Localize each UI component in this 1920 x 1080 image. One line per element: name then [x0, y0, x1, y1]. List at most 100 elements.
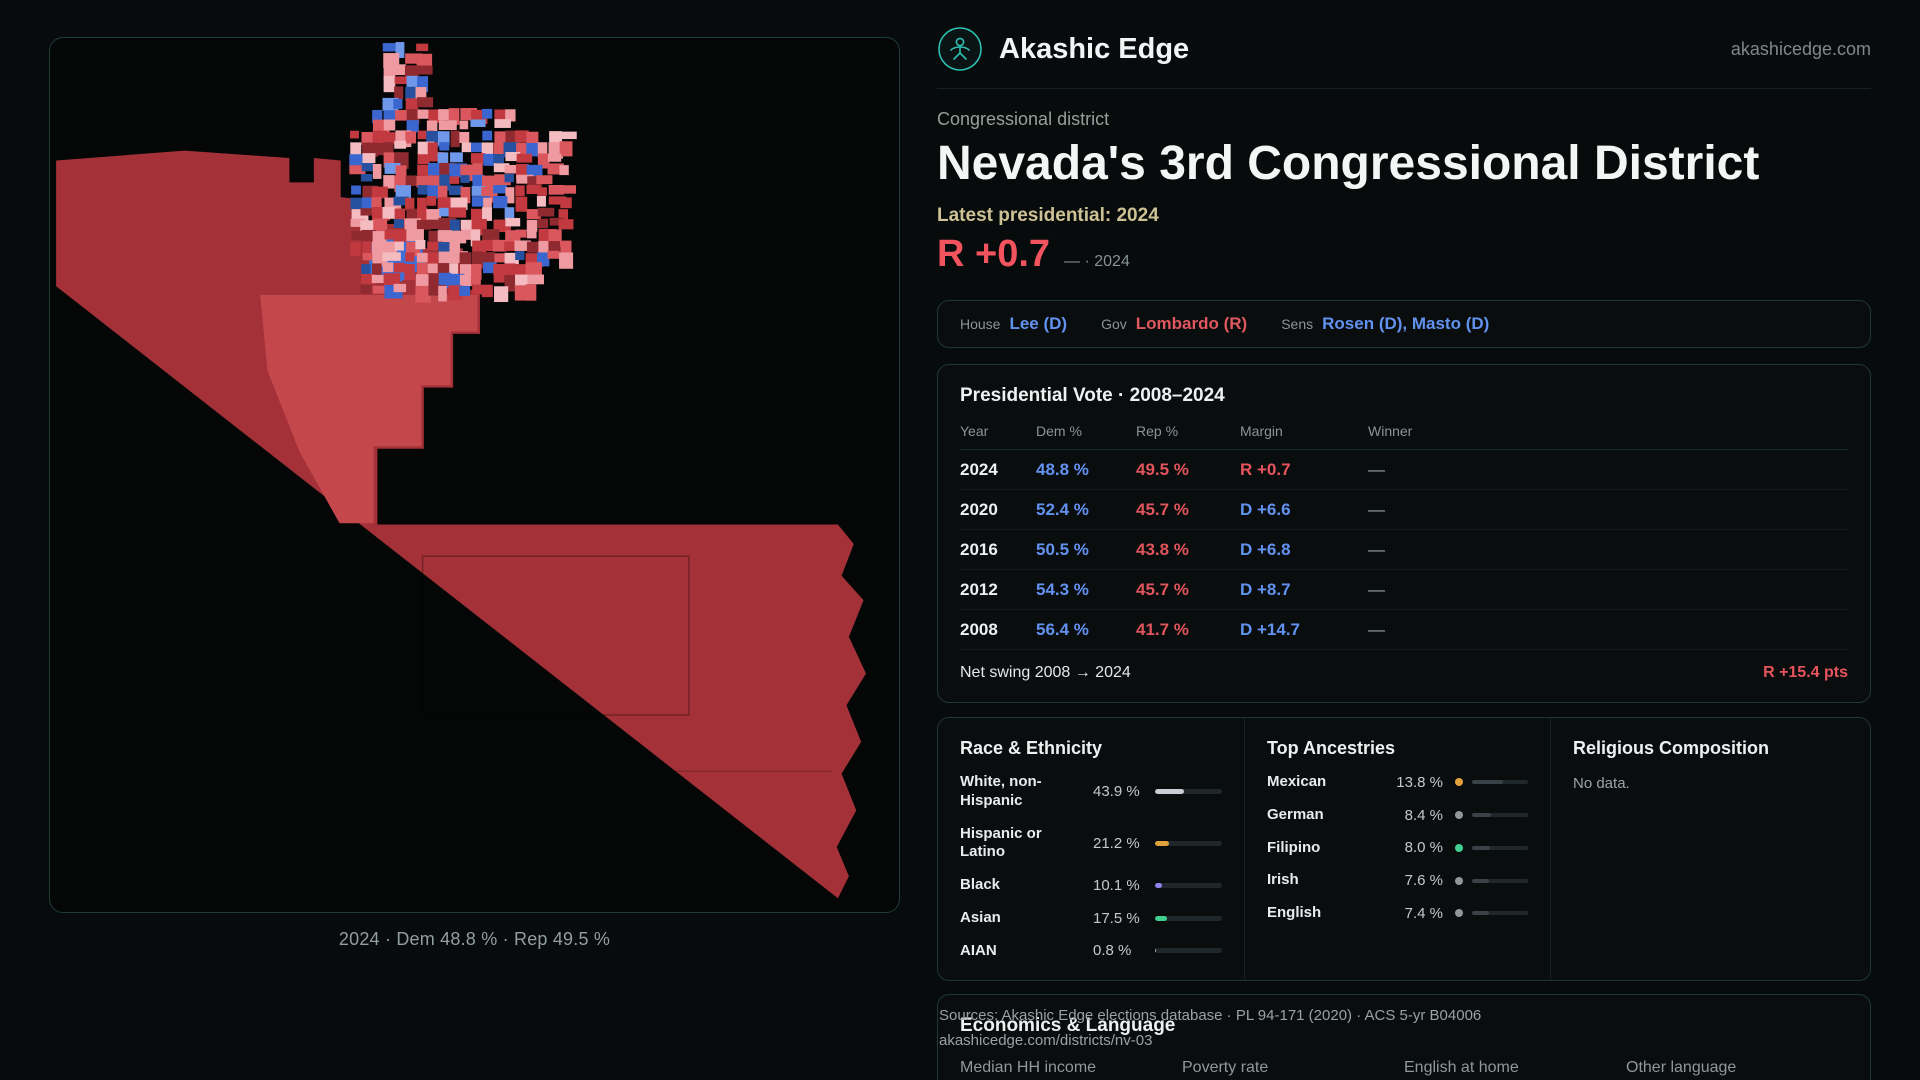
margin-cell: D +8.7 [1240, 579, 1291, 599]
demographics-card: Race & Ethnicity White, non-Hispanic 43.… [937, 717, 1871, 982]
official-role: Sens [1281, 316, 1314, 332]
ancestry-dot [1455, 778, 1463, 787]
table-row: 2012 54.3 % 45.7 % D +8.7 — [960, 570, 1848, 610]
latest-presidential-label: Latest presidential: 2024 [937, 205, 1159, 226]
religion-no-data: No data. [1573, 775, 1630, 792]
dem-cell: 50.5 % [1036, 539, 1089, 559]
economics-title: Economics & Language [960, 1015, 1176, 1037]
ancestry-value: 8.4 % [1404, 806, 1443, 824]
ancestry-row: English 7.4 % [1267, 904, 1528, 923]
ancestry-dot [1455, 909, 1463, 918]
race-label: White, non-Hispanic [960, 773, 1042, 809]
net-swing-label: Net swing 2008 → 2024 [960, 664, 1131, 681]
table-row: 2008 56.4 % 41.7 % D +14.7 — [960, 610, 1848, 650]
col-dem: Dem % [1036, 423, 1082, 439]
district-map [49, 37, 900, 913]
ancestry-dot [1455, 876, 1463, 885]
top-ancestries-section: Top Ancestries Mexican 13.8 % German 8.4… [1244, 718, 1550, 981]
ancestry-dot [1455, 811, 1463, 820]
race-value: 17.5 % [1093, 909, 1140, 927]
ancestry-dot [1455, 843, 1463, 852]
ancestry-label: Irish [1267, 871, 1299, 889]
net-swing-row: Net swing 2008 → 2024 R +15.4 pts [960, 650, 1848, 692]
winner-cell: — [1368, 459, 1385, 479]
district-kicker: Congressional district [937, 109, 1110, 129]
map-caption: 2024 · Dem 48.8 % · Rep 49.5 % [338, 929, 611, 949]
year-cell: 2024 [960, 459, 998, 479]
col-year: Year [960, 423, 989, 439]
race-ethnicity-section: Race & Ethnicity White, non-Hispanic 43.… [938, 718, 1244, 980]
race-row: White, non-Hispanic 43.9 % [960, 773, 1222, 811]
rep-cell: 41.7 % [1136, 619, 1189, 639]
race-label: AIAN [960, 941, 997, 959]
district-shape [56, 150, 867, 899]
col-winner: Winner [1368, 423, 1413, 439]
presidential-vote-title: Presidential Vote · 2008–2024 [960, 385, 1225, 406]
official-gov: Gov Lombardo (R) [1101, 314, 1247, 334]
year-cell: 2012 [960, 579, 998, 599]
col-rep: Rep % [1136, 423, 1179, 439]
ancestry-value: 7.6 % [1404, 872, 1443, 890]
race-bar [1155, 840, 1222, 846]
ancestry-label: German [1267, 805, 1324, 823]
race-value: 21.2 % [1093, 834, 1140, 852]
margin-cell: D +6.8 [1240, 539, 1291, 559]
race-bar [1155, 882, 1222, 888]
official-name-link[interactable]: Rosen (D), Masto (D) [1322, 314, 1490, 333]
table-header-row: Year Dem % Rep % Margin Winner [960, 419, 1848, 450]
rep-cell: 45.7 % [1136, 579, 1189, 599]
stat-label: Median HH income [960, 1059, 1097, 1077]
race-bar [1155, 948, 1222, 954]
brand: Akashic Edge [937, 26, 1189, 72]
race-bar [1155, 915, 1222, 921]
permalink[interactable]: akashicedge.com/districts/nv-03 [939, 1031, 1153, 1049]
district-map-svg [56, 42, 867, 899]
margin-value: R +0.7 [937, 233, 1051, 275]
brand-header: Akashic Edge akashicedge.com [937, 0, 1871, 89]
top-ancestries-title: Top Ancestries [1267, 738, 1396, 758]
winner-cell: — [1368, 499, 1385, 519]
stat-english-at-home: English at home 67.8 % [1404, 1059, 1626, 1080]
official-name-link[interactable]: Lombardo (R) [1135, 314, 1248, 333]
official-name-link[interactable]: Lee (D) [1009, 314, 1068, 333]
margin-cell: D +6.6 [1240, 499, 1291, 519]
precinct-mosaic [349, 42, 577, 303]
official-house: House Lee (D) [960, 314, 1067, 334]
ancestry-value: 13.8 % [1396, 773, 1443, 791]
race-label: Black [960, 876, 1001, 893]
ancestry-bar [1472, 780, 1528, 785]
presidential-vote-card: Presidential Vote · 2008–2024 Year Dem %… [937, 364, 1871, 703]
stat-label: Poverty rate [1182, 1059, 1269, 1077]
ancestry-row: Filipino 8.0 % [1267, 839, 1528, 858]
official-sens: Sens Rosen (D), Masto (D) [1281, 314, 1489, 334]
race-label: Hispanic or Latino [960, 824, 1042, 861]
ancestry-row: Irish 7.6 % [1267, 871, 1528, 890]
table-row: 2016 50.5 % 43.8 % D +6.8 — [960, 530, 1848, 570]
margin-row: R +0.7 — · 2024 [937, 233, 1871, 276]
ancestry-bar [1472, 878, 1528, 883]
year-cell: 2008 [960, 619, 998, 639]
sources-footer: Sources: Akashic Edge elections database… [939, 1005, 1481, 1052]
race-value: 43.9 % [1093, 783, 1140, 801]
ancestry-bar [1472, 845, 1528, 850]
brand-logo-icon [937, 26, 983, 72]
winner-cell: — [1368, 539, 1385, 559]
stat-median-income: Median HH income $84,345 [960, 1059, 1182, 1080]
dem-cell: 54.3 % [1036, 579, 1089, 599]
ancestry-label: Mexican [1267, 773, 1327, 790]
ancestry-row: Mexican 13.8 % [1267, 773, 1528, 792]
table-row: 2024 48.8 % 49.5 % R +0.7 — [960, 450, 1848, 490]
stat-other-language: Other language 32.2 % [1626, 1059, 1848, 1080]
race-value: 10.1 % [1093, 876, 1140, 894]
stat-label: Other language [1626, 1059, 1737, 1077]
rep-cell: 45.7 % [1136, 499, 1189, 519]
economics-card: Economics & Language Median HH income $8… [937, 994, 1871, 1080]
brand-domain-link[interactable]: akashicedge.com [1730, 38, 1871, 59]
ancestry-value: 7.4 % [1404, 904, 1443, 922]
winner-cell: — [1368, 579, 1385, 599]
rep-cell: 43.8 % [1136, 539, 1189, 559]
ancestry-label: Filipino [1267, 838, 1321, 856]
page-title: Nevada's 3rd Congressional District [937, 137, 1760, 190]
rep-cell: 49.5 % [1136, 459, 1189, 479]
stat-label: English at home [1404, 1059, 1519, 1077]
